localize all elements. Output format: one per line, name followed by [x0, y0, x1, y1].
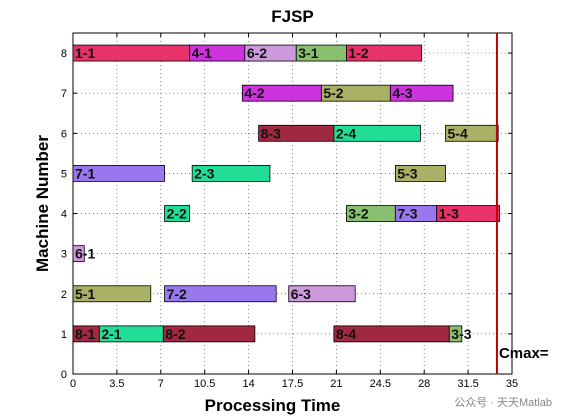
operation-bar-2-2 [164, 205, 191, 222]
operation-label-3-3: 3-3 [451, 326, 471, 342]
y-tick-label: 3 [61, 249, 67, 261]
x-tick-label: 31.5 [457, 378, 478, 390]
x-axis-label: Processing Time [205, 396, 341, 415]
operation-label-5-1: 5-1 [75, 286, 95, 302]
operation-bar-6-3 [288, 285, 356, 303]
x-tick-label: 14 [242, 378, 254, 390]
y-tick-label: 7 [61, 88, 67, 100]
operation-label-4-1: 4-1 [192, 45, 212, 61]
plot-frame [72, 32, 513, 375]
cmax-label: Cmax= [499, 345, 549, 362]
operation-bar-7-2 [164, 285, 277, 303]
operation-label-7-1: 7-1 [75, 165, 95, 181]
x-tick-label: 10.5 [194, 378, 215, 390]
operation-label-3-1: 3-1 [298, 45, 318, 61]
chart-title: FJSP [271, 7, 314, 26]
operation-bar-5-4 [445, 124, 499, 142]
x-tick-label: 21 [330, 378, 342, 390]
operation-label-5-4: 5-4 [448, 125, 468, 141]
operation-label-6-2: 6-2 [247, 45, 267, 61]
operation-label-6-3: 6-3 [291, 286, 311, 302]
operation-bar-2-4 [333, 124, 421, 142]
y-tick-label: 6 [61, 128, 67, 140]
watermark-text: 公众号 · 天天Matlab [454, 396, 552, 409]
y-tick-label: 8 [61, 48, 67, 60]
operation-bar-4-3 [389, 84, 454, 102]
x-tick-label: 17.5 [282, 378, 303, 390]
operation-bars [72, 44, 500, 343]
operation-bar-1-2 [346, 44, 423, 62]
x-tick-label: 28 [418, 378, 430, 390]
operation-labels: 1-1 4-1 6-2 3-1 1-2 4-2 5-2 4-3 8-3 2-4 5-4 7-1 2-3 5… [75, 45, 472, 342]
x-tick-label: 24.5 [370, 378, 391, 390]
operation-label-4-3: 4-3 [392, 85, 412, 101]
y-tick-label: 2 [61, 289, 67, 301]
operation-bar-1-3 [436, 205, 500, 222]
x-tick-label: 7 [158, 378, 164, 390]
y-tick-label: 1 [61, 329, 67, 341]
grid-lines [73, 33, 512, 374]
y-tick-label: 0 [61, 369, 67, 381]
operation-bar-2-3 [191, 165, 271, 182]
operation-label-5-2: 5-2 [323, 85, 343, 101]
y-tick-label: 5 [61, 168, 67, 180]
operation-bar-5-3 [394, 165, 446, 182]
operation-bar-8-2 [162, 325, 256, 343]
x-tick-label: 35 [506, 378, 518, 390]
y-axis-label: Machine Number [33, 135, 52, 272]
operation-label-2-4: 2-4 [336, 125, 356, 141]
operation-label-8-3: 8-3 [261, 125, 281, 141]
operation-label-7-3: 7-3 [397, 206, 417, 222]
operation-label-8-2: 8-2 [165, 326, 185, 342]
operation-label-2-1: 2-1 [101, 326, 121, 342]
operation-label-3-2: 3-2 [348, 206, 368, 222]
operation-label-1-1: 1-1 [75, 45, 95, 61]
x-axis-ticks: 0 3.5 7 10.5 14 17.5 21 24.5 28 31.5 35 [70, 33, 518, 390]
operation-label-2-2: 2-2 [167, 206, 187, 222]
operation-bar-5-1 [72, 285, 152, 303]
operation-bar-6-1 [72, 245, 85, 263]
operation-bar-7-1 [72, 165, 165, 182]
operation-label-8-4: 8-4 [336, 326, 356, 342]
operation-label-6-1: 6-1 [75, 246, 95, 262]
operation-label-7-2: 7-2 [167, 286, 187, 302]
operation-label-8-1: 8-1 [75, 326, 95, 342]
y-tick-label: 4 [61, 209, 67, 221]
operation-label-1-3: 1-3 [439, 206, 459, 222]
operation-label-2-3: 2-3 [194, 165, 214, 181]
operation-label-5-3: 5-3 [397, 165, 417, 181]
operation-label-1-2: 1-2 [348, 45, 368, 61]
operation-label-4-2: 4-2 [244, 85, 264, 101]
x-tick-label: 0 [70, 378, 76, 390]
x-tick-label: 3.5 [109, 378, 124, 390]
operation-bar-3-3 [448, 325, 463, 343]
